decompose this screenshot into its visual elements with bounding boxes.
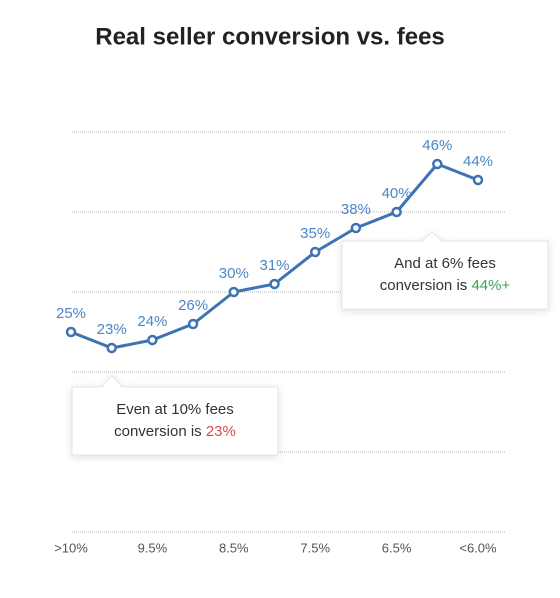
data-label: 30% — [219, 265, 249, 282]
point — [228, 286, 240, 298]
callout-box — [71, 374, 279, 456]
x-tick-label: 8.5% — [219, 540, 249, 555]
point — [472, 174, 484, 186]
point — [350, 222, 362, 234]
data-label: 23% — [97, 321, 127, 338]
data-label: 31% — [259, 257, 289, 274]
point — [65, 326, 77, 338]
callout-text: conversion is 23% — [114, 423, 236, 440]
x-tick-label: 9.5% — [138, 540, 168, 555]
callout-text: conversion is — [114, 423, 202, 440]
x-tick-label: 7.5% — [300, 540, 330, 555]
point — [106, 342, 117, 354]
point — [187, 318, 199, 330]
callout-text: And at 6% fees — [394, 255, 496, 272]
point — [391, 206, 402, 218]
callout-box — [341, 231, 549, 310]
data-label: 40% — [382, 185, 412, 202]
data-label: 38% — [341, 201, 371, 218]
data-label: 26% — [178, 297, 208, 314]
x-tick-label: 6.5% — [382, 540, 412, 555]
point — [269, 278, 280, 290]
data-label: 44% — [463, 153, 493, 170]
x-tick-label: >10% — [54, 540, 88, 555]
callout-text: conversion is 44%+ — [380, 277, 511, 294]
x-tick-label: <6.0% — [459, 540, 497, 555]
callout-highlight: 23% — [206, 423, 236, 440]
data-label: 35% — [300, 225, 330, 242]
callout-highlight: 44%+ — [471, 277, 510, 294]
data-label: 25% — [56, 305, 86, 322]
data-label: 24% — [137, 313, 167, 330]
point — [147, 334, 158, 346]
data-label: 46% — [422, 137, 452, 154]
point — [432, 158, 443, 170]
callout-text: Even at 10% fees — [116, 401, 234, 418]
callout-text: conversion is — [380, 277, 468, 294]
chart-title: Real seller conversion vs. fees — [95, 23, 445, 50]
point — [309, 246, 321, 258]
